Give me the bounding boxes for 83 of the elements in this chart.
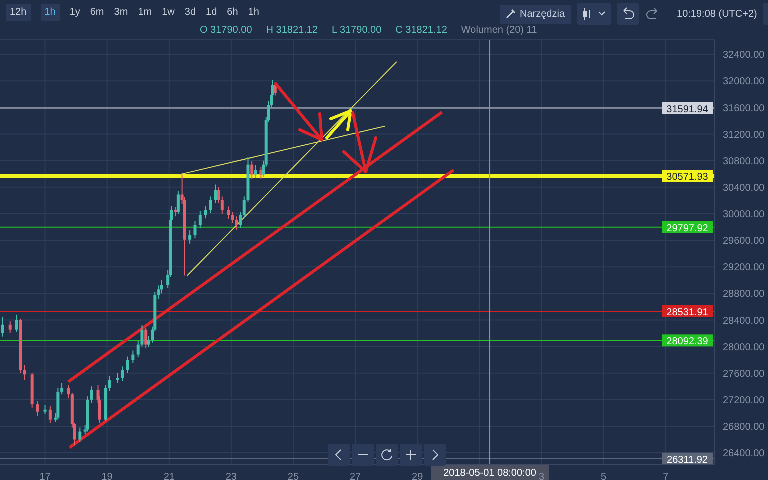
y-tick-label: 26800.00	[723, 422, 766, 434]
candlestick	[132, 350, 135, 364]
candlestick	[198, 210, 202, 230]
y-tick-label: 30400.00	[723, 182, 766, 194]
ref-line-label: 29797.92	[666, 223, 709, 234]
text: 1w	[162, 7, 175, 18]
candlestick	[147, 336, 150, 348]
y-tick-label: 27600.00	[723, 368, 766, 380]
text: 6h	[227, 7, 238, 18]
candlestick	[116, 372, 120, 384]
y-tick-label: 29200.00	[723, 262, 766, 274]
candlestick	[204, 206, 208, 220]
candlestick	[44, 404, 47, 416]
candlestick	[67, 384, 70, 400]
text: 3d	[184, 7, 196, 18]
x-tick-label: 21	[164, 472, 176, 480]
candlestick	[217, 186, 220, 204]
ref-line-label: 28092.39	[666, 336, 709, 348]
text: 3m	[114, 7, 128, 18]
y-tick-label: 31200.00	[723, 130, 766, 141]
y-tick-label: 28000.00	[723, 342, 766, 354]
y-tick-label: 30000.00	[723, 210, 766, 221]
candlestick	[126, 356, 130, 374]
y-tick-label: 30800.00	[723, 156, 766, 168]
ref-line-label: 28531.91	[666, 307, 709, 318]
candlestick	[250, 161, 254, 180]
y-tick-label: 29600.00	[723, 236, 766, 248]
candlestick	[108, 376, 112, 392]
y-tick-label: 28800.00	[723, 289, 766, 300]
text: C 31821.12	[396, 25, 448, 36]
candlestick	[144, 328, 148, 349]
text: 1y	[70, 7, 80, 18]
text: 12h	[6, 4, 31, 21]
candlestick	[254, 165, 258, 179]
text: 1m	[138, 7, 152, 18]
candlestick	[194, 220, 197, 240]
ref-line-label: 2018-05-01 08:00:00	[444, 468, 537, 479]
y-tick-label: 32400.00	[723, 50, 766, 62]
candlestick	[260, 167, 263, 180]
text: L 31790.00	[332, 25, 382, 36]
candlestick	[78, 427, 82, 443]
candlestick	[1, 316, 4, 338]
x-tick-label: 3	[538, 472, 545, 480]
candlestick	[235, 216, 238, 230]
candlestick	[36, 400, 39, 418]
x-tick-label: 27	[350, 472, 362, 480]
ref-line-label: 31591.94	[666, 104, 709, 116]
ref-line-label: 30571.93	[666, 172, 709, 184]
candlestick	[90, 386, 94, 404]
text: 1h	[40, 4, 60, 21]
ref-line-label: 26311.92	[667, 454, 708, 466]
y-tick-label: 27200.00	[723, 395, 766, 406]
text: 1h	[248, 7, 260, 18]
x-tick-label: 23	[226, 472, 238, 480]
candlestick	[48, 406, 52, 424]
candlestick	[23, 364, 26, 380]
x-tick-label: 17	[40, 472, 52, 480]
text: 1d	[206, 7, 218, 18]
candlestick	[238, 211, 242, 228]
x-tick-label: 19	[102, 472, 114, 480]
candlestick	[220, 196, 224, 214]
candlestick	[15, 314, 18, 333]
text: 6m	[90, 7, 104, 18]
candlestick	[8, 321, 12, 334]
text: 10:19:08 (UTC+2)	[677, 8, 758, 20]
candlestick	[121, 366, 124, 382]
candlestick	[188, 230, 192, 244]
x-tick-label: 29	[412, 472, 424, 480]
y-tick-label: 28400.00	[723, 316, 766, 327]
y-tick-label: 26400.00	[723, 448, 766, 460]
candlestick	[227, 206, 230, 220]
candlestick	[60, 382, 64, 396]
y-tick-label: 32000.00	[723, 76, 766, 88]
y-tick-label: 31600.00	[723, 103, 766, 114]
x-tick-label: 25	[288, 472, 300, 480]
candlestick	[209, 196, 212, 214]
text: Wolumen (20) 11	[461, 25, 538, 36]
x-tick-label: 7	[663, 472, 670, 480]
text: Narzędzia	[500, 4, 572, 24]
text: H 31821.12	[266, 25, 318, 36]
text: O 31790.00	[200, 25, 252, 36]
x-tick-label: 5	[601, 472, 608, 480]
candlestick	[176, 190, 180, 214]
